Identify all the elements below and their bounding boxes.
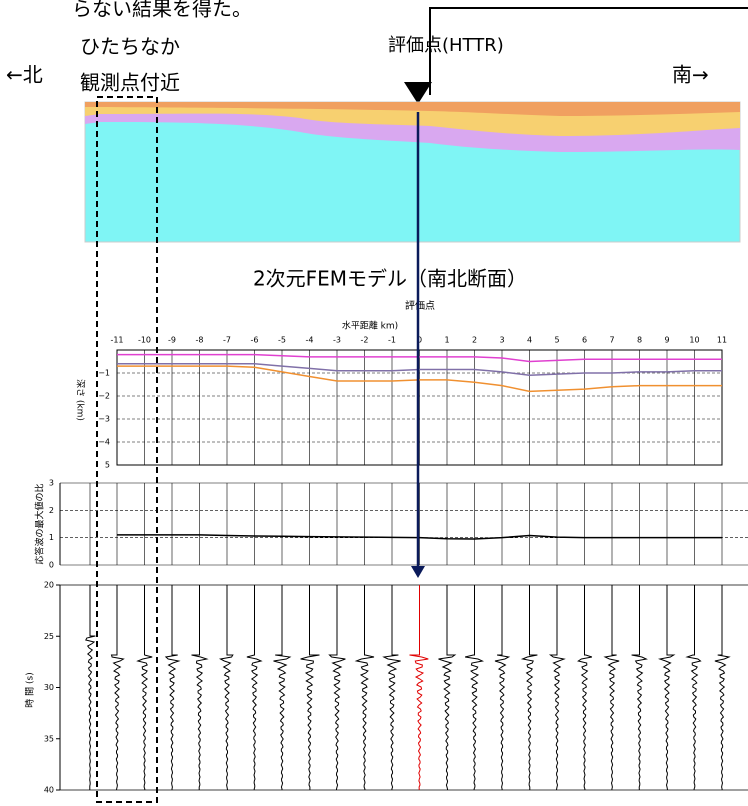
waveform [85, 585, 96, 790]
waveform [631, 585, 648, 790]
x-tick-label: 5 [554, 336, 559, 345]
ratio-line [117, 534, 722, 540]
waveform [382, 585, 401, 790]
x-tick-label: 4 [527, 336, 532, 345]
y-tick-label: −2 [98, 392, 110, 401]
waveform [494, 585, 511, 790]
y-tick-label: 0 [49, 561, 54, 570]
y-tick-label: 40 [44, 786, 54, 795]
site-label: ひたちなか [80, 35, 180, 59]
x-tick-label: -10 [138, 336, 151, 345]
waveform [657, 585, 676, 790]
waveform [685, 585, 702, 790]
x-tick-label: -1 [388, 336, 396, 345]
x-tick-label: -2 [361, 336, 369, 345]
connector [429, 7, 748, 95]
y-tick-label: 30 [44, 683, 54, 692]
x-tick-label: -3 [333, 336, 341, 345]
x-tick-label: 8 [637, 336, 642, 345]
waveform [577, 585, 593, 790]
waveform [218, 585, 234, 790]
eval-arrowhead [411, 566, 425, 578]
waveform [548, 585, 566, 790]
x-tick-label: -8 [196, 336, 204, 345]
x-axis-label: 水平距離 km) [342, 320, 398, 332]
waveform [110, 585, 125, 790]
eval-label: 評価点 [405, 299, 435, 312]
waveform [354, 585, 375, 790]
eval-point: 評価点(HTTR) [388, 35, 504, 56]
model-caption: 2次元FEMモデル（南北断面） [253, 267, 527, 291]
y-tick-label: 5 [105, 461, 110, 470]
south-label: 南→ [672, 63, 709, 87]
x-tick-label: 3 [499, 336, 504, 345]
y-tick-label: 2 [49, 506, 54, 515]
x-tick-label: -6 [251, 336, 259, 345]
y-axis-label: 深さ (km) [75, 379, 86, 421]
x-tick-label: 10 [689, 336, 699, 345]
waveform [714, 585, 731, 790]
x-tick-label: -5 [278, 336, 286, 345]
x-tick-label: 11 [717, 336, 727, 345]
waveform [164, 585, 181, 790]
waveform [300, 585, 320, 790]
x-tick-label: 6 [582, 336, 587, 345]
y-axis-label: 応答波の最大値の比 [34, 483, 46, 564]
x-tick-label: -9 [168, 336, 176, 345]
waveform [136, 585, 153, 790]
waveform [328, 585, 346, 790]
x-tick-label: -4 [306, 336, 314, 345]
waveform [603, 585, 620, 790]
x-tick-label: 9 [664, 336, 669, 345]
waveform [246, 585, 263, 790]
y-tick-label: 1 [49, 533, 54, 542]
y-axis-label: 時 間 (s) [25, 672, 36, 707]
north-label: ←北 [6, 63, 43, 87]
x-tick-label: -7 [223, 336, 231, 345]
y-tick-label: −3 [98, 415, 110, 424]
intro-text: らない結果を得た。 [72, 0, 252, 21]
layer-line [117, 353, 722, 363]
x-tick-label: -11 [110, 336, 123, 345]
y-tick-label: 25 [44, 632, 54, 641]
layer-line [117, 363, 722, 377]
plots: -11 -10 -9 -8 -7 -6 -5 -4 -3 -2 -1 0 1 2 3 4 5 6 7 8 9 10 11−1… [44, 336, 748, 795]
waveform [273, 585, 292, 790]
y-tick-label: −1 [98, 369, 110, 378]
eval-marker [404, 82, 432, 104]
site-label: 観測点付近 [80, 71, 180, 95]
layer-line [117, 365, 722, 393]
fem-model [84, 101, 741, 243]
y-tick-label: 3 [49, 479, 54, 488]
x-tick-label: 2 [472, 336, 477, 345]
y-tick-label: −4 [98, 438, 110, 447]
site-box [96, 96, 158, 803]
y-tick-label: 35 [44, 734, 54, 743]
waveform [438, 585, 457, 790]
waveform [520, 585, 538, 790]
x-tick-label: 0 [417, 336, 422, 345]
waveform [464, 585, 485, 790]
x-tick-label: 1 [444, 336, 449, 345]
waveform [409, 585, 429, 790]
waveform [191, 585, 209, 790]
y-tick-label: 20 [44, 581, 54, 590]
x-tick-label: 7 [609, 336, 614, 345]
